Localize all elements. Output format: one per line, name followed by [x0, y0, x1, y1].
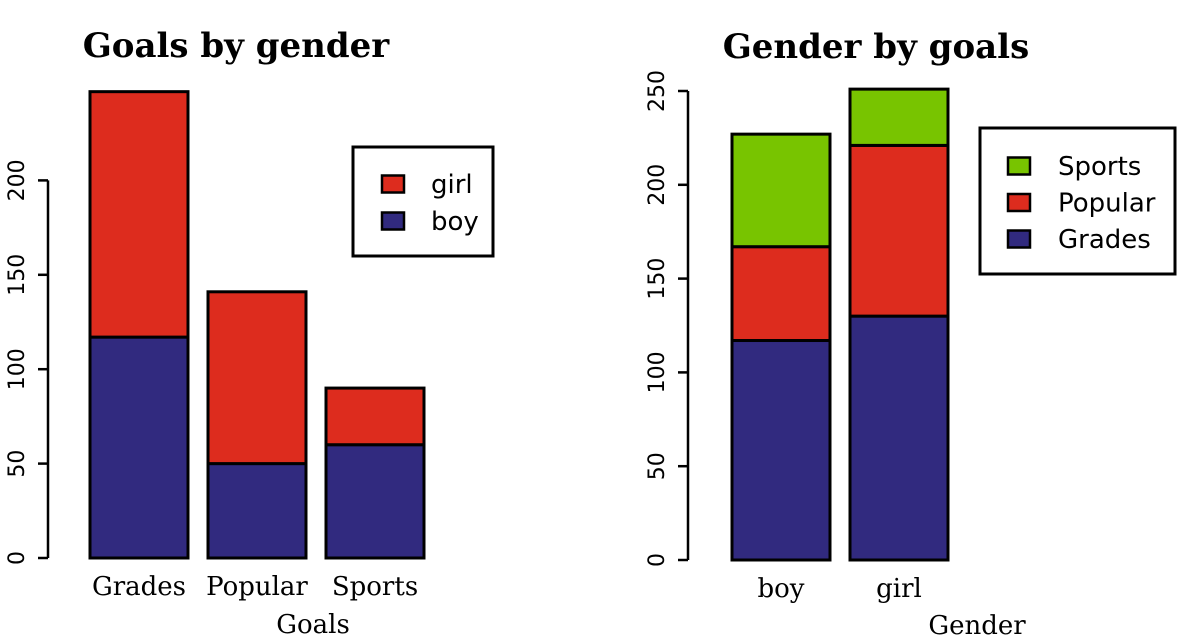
y-tick-label: 0 — [645, 553, 670, 567]
legend-swatch — [1006, 192, 1032, 213]
legend-label: Popular — [1058, 189, 1156, 219]
bar-popular-girl — [206, 290, 308, 466]
chart-title: Gender by goals — [723, 27, 1029, 67]
bar-boy-grades — [730, 339, 832, 562]
legend-swatch — [1006, 229, 1032, 249]
chart-title: Goals by gender — [83, 26, 391, 66]
legend-label: girl — [431, 170, 473, 200]
y-axis: 0 50 100 150 200 250 — [645, 70, 690, 567]
y-tick-label: 150 — [5, 254, 30, 296]
legend-label: Grades — [1058, 225, 1151, 255]
bar-girl-grades — [848, 314, 950, 562]
legend-label: boy — [431, 207, 479, 237]
y-axis: 0 50 100 150 200 — [5, 159, 50, 565]
bars — [730, 87, 950, 562]
y-tick-label: 100 — [5, 348, 30, 390]
y-tick-label: 50 — [5, 450, 30, 478]
legend-swatch — [380, 211, 406, 231]
bar-grades-boy — [88, 335, 190, 560]
bar-boy-popular — [730, 245, 832, 343]
legend: Sports Popular Grades — [978, 126, 1177, 276]
y-tick-label: 200 — [645, 164, 670, 206]
x-tick-label: boy — [758, 574, 805, 604]
bar-girl-sports — [848, 87, 950, 147]
bars — [88, 90, 426, 560]
x-tick-label: Popular — [206, 572, 308, 602]
chart-goals-by-gender: Goals by gender 0 50 100 150 200 Grades Popul… — [5, 26, 495, 640]
y-tick-label: 150 — [645, 258, 670, 300]
bar-girl-popular — [848, 143, 950, 318]
y-tick-label: 0 — [5, 551, 30, 565]
legend-box — [351, 145, 495, 258]
legend: girl boy — [351, 145, 495, 258]
y-tick-label: 50 — [645, 452, 670, 480]
bar-popular-boy — [206, 462, 308, 560]
legend-swatch — [380, 174, 406, 194]
x-axis-title: Goals — [276, 610, 350, 640]
legend-label: Sports — [1058, 152, 1141, 182]
x-axis-title: Gender — [928, 611, 1026, 641]
bar-grades-girl — [88, 90, 190, 339]
x-tick-label: Grades — [92, 572, 186, 602]
y-tick-label: 100 — [645, 351, 670, 393]
legend-swatch — [1006, 156, 1032, 176]
bar-sports-boy — [324, 443, 426, 560]
y-tick-label: 200 — [5, 159, 30, 201]
y-tick-label: 250 — [645, 70, 670, 112]
x-tick-label: girl — [876, 574, 922, 604]
x-tick-label: Sports — [332, 572, 418, 602]
bar-sports-girl — [324, 386, 426, 447]
bar-boy-sports — [730, 132, 832, 249]
x-axis-labels: boy girl — [758, 574, 922, 604]
x-axis-labels: Grades Popular Sports — [92, 572, 418, 602]
